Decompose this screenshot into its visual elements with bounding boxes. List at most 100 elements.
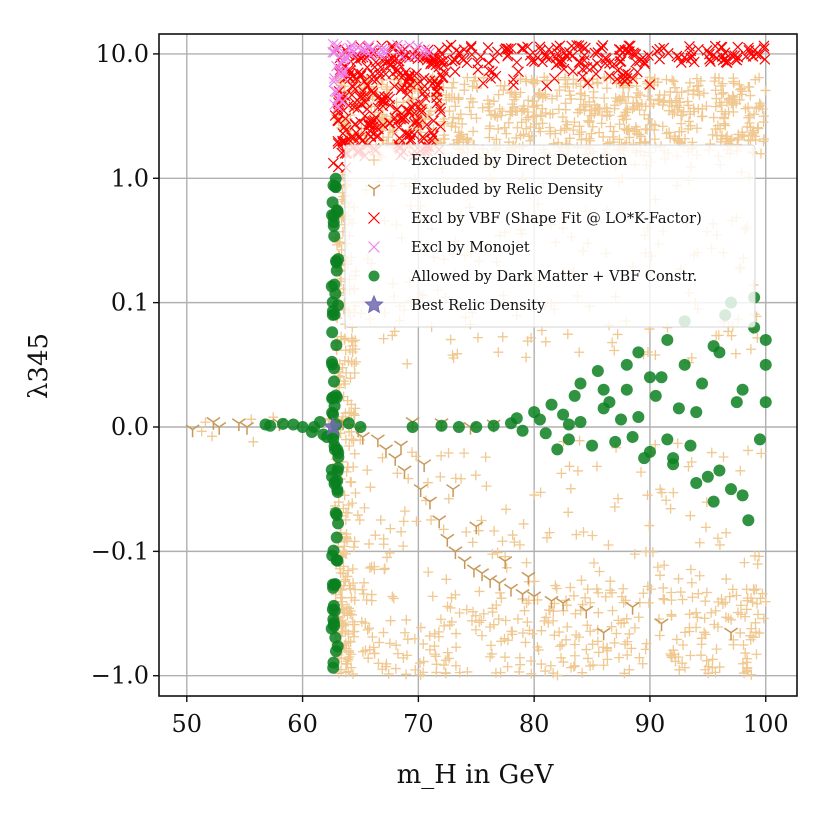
data-point-plus — [381, 658, 392, 669]
legend-entry-label: Allowed by Dark Matter + VBF Constr. — [410, 269, 697, 285]
data-point-plus — [720, 597, 731, 608]
data-point-plus — [668, 487, 679, 498]
data-point-plus — [666, 611, 677, 622]
data-point-plus — [362, 465, 373, 476]
data-point-plus — [389, 326, 400, 337]
data-point-plus — [401, 650, 412, 661]
data-point-plus — [665, 133, 676, 144]
data-point-plus — [676, 87, 687, 98]
data-point-plus — [336, 331, 347, 342]
data-point-plus — [728, 92, 739, 103]
data-point-circle — [331, 465, 344, 478]
data-point-circle — [342, 417, 355, 430]
data-point-plus — [697, 103, 708, 114]
data-point-plus — [585, 135, 596, 146]
data-point-tri_down — [231, 418, 246, 432]
data-point-plus — [667, 75, 678, 86]
data-point-x — [396, 51, 408, 63]
data-point-plus — [465, 93, 476, 104]
data-point-x — [678, 52, 690, 64]
data-point-plus — [678, 639, 689, 650]
data-point-plus — [666, 101, 677, 112]
data-point-plus — [343, 654, 354, 665]
data-point-plus — [506, 626, 517, 637]
x-tick-label: 70 — [403, 710, 434, 738]
data-point-x — [361, 103, 373, 115]
data-point-x — [431, 97, 443, 109]
data-point-tri_down — [503, 583, 519, 597]
data-point-plus — [436, 450, 447, 461]
data-point-plus — [624, 664, 635, 675]
data-point-plus — [605, 585, 616, 596]
data-point-plus — [751, 649, 762, 660]
data-point-x — [355, 52, 367, 64]
data-point-plus — [378, 627, 389, 638]
data-point-x — [384, 99, 396, 111]
data-point-circle — [562, 433, 575, 446]
data-point-plus — [760, 596, 771, 607]
data-point-plus — [521, 114, 532, 125]
data-point-tri_down — [556, 597, 571, 611]
data-point-plus — [739, 131, 750, 142]
data-point-circle — [701, 470, 714, 483]
data-point-plus — [415, 669, 426, 680]
data-point-plus — [468, 126, 479, 137]
data-point-plus — [562, 622, 573, 633]
data-point-x — [346, 89, 358, 101]
data-point-plus — [685, 650, 696, 661]
data-point-plus — [433, 631, 444, 642]
data-point-plus — [346, 357, 357, 368]
data-point-circle — [557, 408, 570, 421]
data-point-plus — [565, 582, 576, 593]
data-point-plus — [533, 91, 544, 102]
data-point-plus — [346, 592, 357, 603]
data-point-plus — [584, 133, 595, 144]
data-point-plus — [439, 620, 450, 631]
data-layer — [185, 38, 772, 681]
data-point-plus — [752, 122, 763, 133]
data-point-plus — [562, 329, 573, 340]
data-point-x — [328, 73, 340, 84]
data-point-plus — [525, 122, 536, 133]
legend-marker-x — [368, 241, 380, 253]
data-point-x — [516, 43, 528, 54]
data-point-plus — [548, 615, 559, 626]
data-point-x — [529, 56, 540, 68]
data-point-x — [644, 79, 656, 90]
data-point-plus — [378, 539, 389, 550]
data-point-circle — [632, 346, 645, 359]
data-point-plus — [714, 662, 725, 673]
data-point-plus — [701, 655, 712, 666]
data-point-plus — [621, 613, 632, 624]
data-point-plus — [369, 648, 380, 659]
data-point-plus — [521, 598, 532, 609]
data-point-circle — [568, 389, 581, 402]
data-point-plus — [700, 522, 711, 533]
data-point-circle — [332, 451, 345, 464]
data-point-circle — [354, 421, 367, 433]
data-point-plus — [473, 525, 484, 536]
data-point-plus — [576, 88, 587, 99]
data-point-plus — [392, 648, 403, 659]
data-point-plus — [675, 587, 686, 598]
data-point-circle — [327, 599, 340, 612]
data-point-plus — [568, 661, 579, 672]
data-point-plus — [741, 604, 752, 615]
data-point-x — [364, 115, 376, 127]
data-point-x — [329, 110, 341, 122]
data-point-plus — [486, 648, 497, 659]
data-point-plus — [343, 666, 354, 677]
data-point-plus — [674, 126, 685, 137]
data-point-circle — [713, 464, 726, 477]
data-point-plus — [443, 493, 454, 504]
data-point-plus — [440, 655, 451, 666]
data-point-plus — [521, 557, 532, 568]
data-point-circle — [330, 531, 343, 544]
data-point-plus — [468, 606, 479, 617]
data-point-plus — [713, 330, 724, 341]
data-point-plus — [527, 96, 538, 107]
data-point-plus — [359, 577, 370, 588]
data-point-plus — [537, 92, 548, 103]
data-point-x — [402, 82, 413, 94]
y-tick-label: 0.0 — [111, 413, 149, 441]
